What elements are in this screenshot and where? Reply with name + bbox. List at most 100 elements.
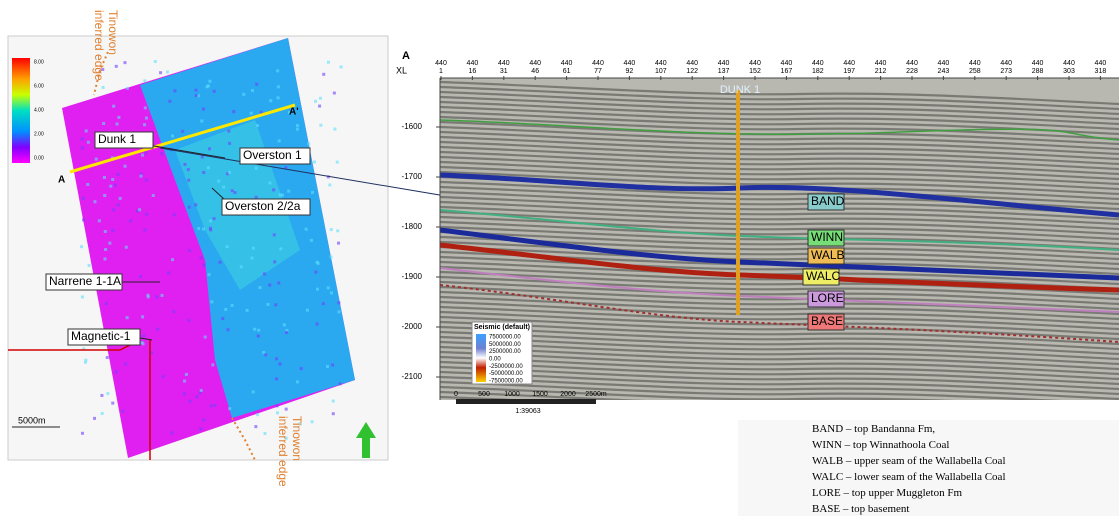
map-speck — [337, 241, 341, 245]
seismic-reflector — [440, 230, 1119, 256]
inline-label: 440 — [906, 60, 918, 67]
map-speck — [269, 99, 273, 103]
seismic-legend-value: 5000000.00 — [489, 342, 521, 348]
map-speck — [199, 388, 203, 392]
map-speck — [203, 335, 207, 339]
map-speck — [155, 295, 159, 299]
map-speck — [250, 256, 254, 260]
map-speck — [221, 317, 225, 321]
crossline-label: 122 — [686, 68, 698, 75]
scale-label: 2000 — [560, 391, 576, 398]
horizon-label: BASE — [811, 314, 843, 328]
map-speck — [325, 364, 329, 368]
inline-label: 440 — [875, 60, 887, 67]
seismic-reflector — [440, 315, 1119, 341]
seismic-reflector — [440, 145, 1119, 171]
map-speck — [315, 287, 319, 291]
map-speck — [256, 334, 260, 338]
crossline-label: 243 — [938, 68, 950, 75]
map-speck — [195, 395, 199, 399]
seismic-reflector — [440, 160, 1119, 186]
map-speck — [112, 104, 116, 108]
seismic-reflector — [440, 90, 1119, 116]
map-speck — [81, 196, 85, 200]
inline-label: 440 — [969, 60, 981, 67]
seismic-reflector — [440, 115, 1119, 141]
leader — [211, 187, 226, 201]
inline-label: 440 — [938, 60, 950, 67]
seismic-reflector — [440, 305, 1119, 331]
map-speck — [170, 258, 174, 262]
colorbar — [12, 58, 30, 163]
map-speck — [330, 291, 334, 295]
north-arrow — [356, 422, 376, 458]
leader — [139, 337, 153, 341]
inline-label: 440 — [718, 60, 730, 67]
map-speck — [84, 129, 88, 133]
map-speck — [284, 436, 288, 440]
map-speck — [161, 374, 165, 378]
map-speck — [329, 255, 333, 259]
map-speck — [167, 271, 171, 275]
map-speck — [129, 219, 133, 223]
map-speck — [172, 310, 176, 314]
map-speck — [210, 300, 214, 304]
map-speck — [170, 431, 174, 435]
seismic-reflector — [440, 165, 1119, 191]
map-speck — [199, 256, 203, 260]
map-speck — [224, 307, 228, 311]
seismic-reflector — [440, 330, 1119, 356]
map-speck — [172, 213, 176, 217]
map-speck — [333, 127, 337, 131]
seismic-reflector — [440, 280, 1119, 306]
crossline-label: 16 — [469, 68, 477, 75]
map-speck — [140, 341, 144, 345]
horizon-label-box — [807, 290, 845, 308]
map-speck — [326, 60, 330, 64]
map-speck — [276, 85, 280, 89]
seismic-reflector — [440, 380, 1063, 400]
map-speck — [117, 115, 121, 119]
well-label-box — [221, 198, 311, 216]
leader — [147, 144, 226, 159]
map-speck — [123, 164, 127, 168]
map-speck — [208, 79, 212, 83]
map-speck — [80, 137, 84, 141]
map-speck — [105, 356, 109, 360]
crossline-label: 152 — [749, 68, 761, 75]
map-speck — [144, 116, 148, 120]
map-speck — [212, 89, 216, 93]
map-speck — [318, 104, 322, 108]
scale-label: 0 — [454, 391, 458, 398]
well-label: DUNK 1 — [720, 84, 760, 96]
map-speck — [274, 303, 278, 307]
inline-label: 440 — [498, 60, 510, 67]
crossline-label: 288 — [1032, 68, 1044, 75]
crossline-label: 228 — [906, 68, 918, 75]
map-speck — [205, 85, 209, 89]
map-speck — [113, 183, 117, 187]
map-speck — [228, 170, 232, 174]
map-speck — [278, 362, 282, 366]
map-speck — [285, 328, 289, 332]
crossline-label: 197 — [843, 68, 855, 75]
crossline-label: 61 — [563, 68, 571, 75]
crossline-label: 46 — [531, 68, 539, 75]
map-speck — [258, 286, 262, 290]
map-speck — [80, 245, 84, 249]
map-speck — [212, 217, 216, 221]
map-speck — [101, 67, 105, 71]
crossline-label: 303 — [1063, 68, 1075, 75]
map-speck — [183, 379, 187, 383]
map-speck — [80, 431, 84, 435]
map-speck — [144, 151, 148, 155]
map-speck — [102, 175, 106, 179]
inline-label: 440 — [1095, 60, 1107, 67]
map-speck — [276, 411, 280, 415]
map-speck — [213, 403, 217, 407]
map-speck — [259, 110, 263, 114]
edge-line — [93, 51, 109, 96]
map-speck — [218, 260, 222, 264]
